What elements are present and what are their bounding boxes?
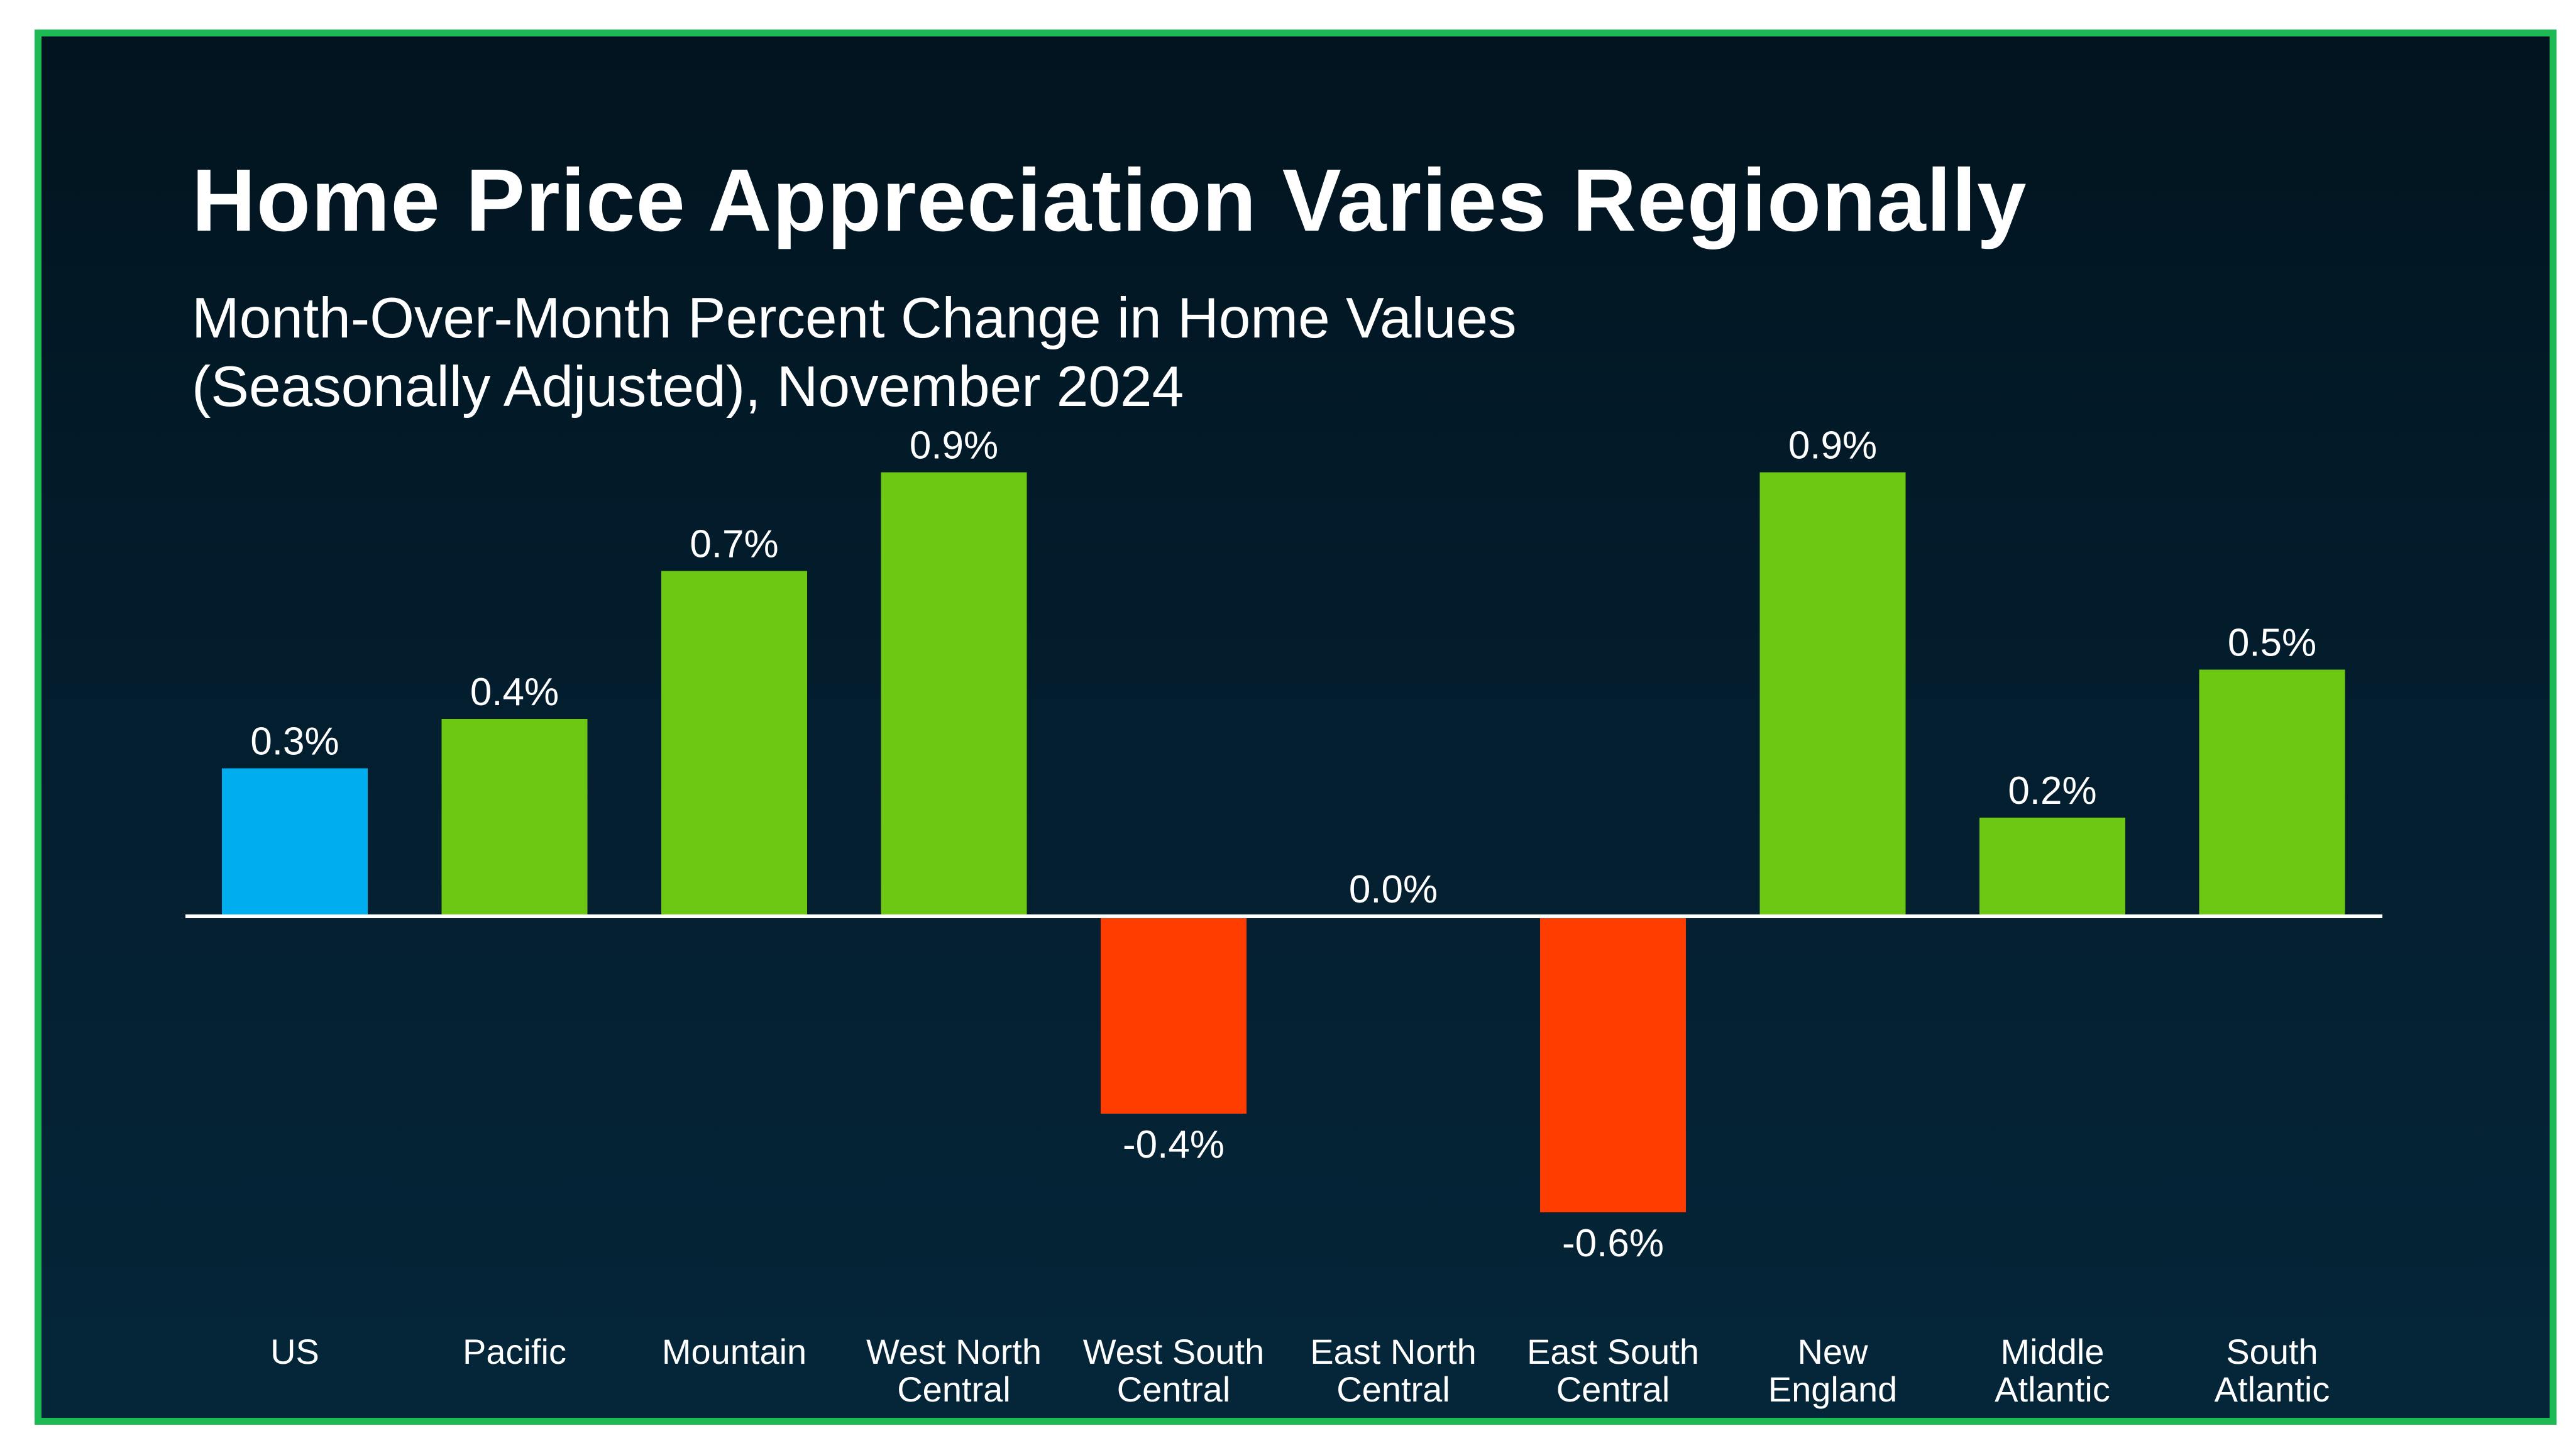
category-label-line: Central (1556, 1369, 1670, 1409)
category-label-us: US (270, 1332, 319, 1371)
bar-us (222, 768, 368, 916)
category-label-line: Atlantic (1995, 1369, 2110, 1409)
category-label-line: Central (1336, 1369, 1450, 1409)
value-label-mountain: 0.7% (690, 523, 778, 566)
chart-title: Home Price Appreciation Varies Regionall… (192, 150, 2027, 250)
chart-subtitle: Month-Over-Month Percent Change in Home … (192, 284, 2015, 421)
category-label-line: East North (1310, 1332, 1477, 1371)
value-label-new-england: 0.9% (1788, 424, 1877, 468)
category-label-line: England (1768, 1369, 1898, 1409)
category-label-line: Mountain (662, 1332, 806, 1371)
category-label-line: Atlantic (2215, 1369, 2330, 1409)
category-label-line: US (270, 1332, 319, 1371)
category-label-line: South (2226, 1332, 2318, 1371)
category-label-line: Pacific (463, 1332, 566, 1371)
bar-west-north-central (881, 472, 1027, 916)
bar-east-south-central (1540, 916, 1686, 1212)
category-label-mountain: Mountain (662, 1332, 806, 1371)
value-label-east-south-central: -0.6% (1562, 1222, 1664, 1265)
category-label-line: Central (897, 1369, 1011, 1409)
category-label-west-south-central: West South Central (1083, 1332, 1264, 1409)
category-label-east-north-central: East North Central (1310, 1332, 1477, 1409)
value-label-west-north-central: 0.9% (910, 424, 998, 468)
category-label-line: East South (1527, 1332, 1699, 1371)
category-label-south-atlantic: South Atlantic (2215, 1332, 2330, 1409)
bars-group (222, 472, 2345, 1212)
category-label-line: West South (1083, 1332, 1264, 1371)
bar-west-south-central (1101, 916, 1247, 1114)
value-label-pacific: 0.4% (470, 671, 559, 714)
value-label-middle-atlantic: 0.2% (2008, 769, 2096, 813)
value-label-west-south-central: -0.4% (1123, 1123, 1225, 1166)
value-labels-group: 0.3% 0.4% 0.7% 0.9% -0.4% 0.0% -0.6% 0.9% 0.2% 0.… (250, 424, 2316, 1266)
category-label-east-south-central: East South Central (1527, 1332, 1699, 1409)
category-label-middle-atlantic: Middle Atlantic (1995, 1332, 2110, 1409)
subtitle-line-1: Month-Over-Month Percent Change in Home … (192, 287, 1517, 350)
category-label-line: Central (1117, 1369, 1231, 1409)
value-label-south-atlantic: 0.5% (2228, 622, 2316, 665)
category-label-line: New (1797, 1332, 1868, 1371)
value-label-east-north-central: 0.0% (1349, 868, 1438, 911)
bar-south-atlantic (2199, 669, 2345, 916)
category-label-pacific: Pacific (463, 1332, 566, 1371)
bar-pacific (441, 719, 588, 916)
bar-middle-atlantic (1979, 818, 2125, 916)
value-label-us: 0.3% (250, 720, 339, 764)
category-label-west-north-central: West North Central (866, 1332, 1042, 1409)
category-label-line: West North (866, 1332, 1042, 1371)
category-label-new-england: New England (1768, 1332, 1898, 1409)
subtitle-line-2: (Seasonally Adjusted), November 2024 (192, 355, 1184, 419)
category-label-line: Middle (2001, 1332, 2105, 1371)
bar-new-england (1759, 472, 1906, 916)
bar-mountain (661, 571, 807, 916)
